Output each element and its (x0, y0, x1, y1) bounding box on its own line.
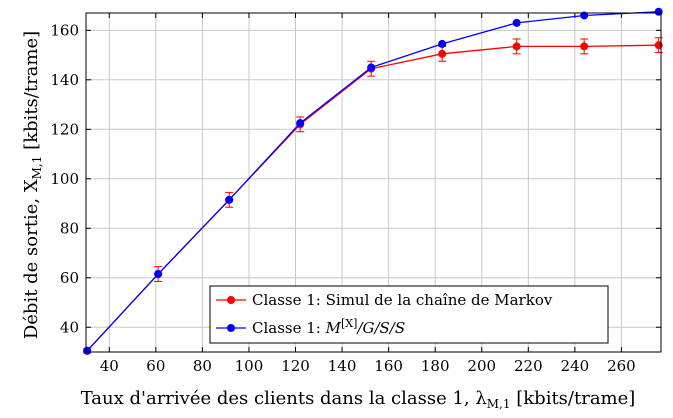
legend-label-model-M: M (325, 319, 342, 337)
y-tick-label: 100 (50, 170, 79, 188)
y-axis-title-main: Débit de sortie, X (21, 179, 42, 339)
data-point (438, 49, 447, 58)
x-tick-label: 120 (281, 357, 310, 375)
x-axis-title-main: Taux d'arrivée des clients dans la class… (81, 388, 487, 409)
x-tick-label: 220 (514, 357, 543, 375)
x-tick-label: 180 (421, 357, 450, 375)
legend-box (209, 285, 609, 344)
legend-label-model-sup: [X] (341, 317, 357, 330)
legend-label-model: Classe 1: M[X]/G/S/S (252, 317, 405, 337)
y-tick-label: 160 (50, 21, 79, 39)
tick-labels: 40 60 80 100 120 140 160 180 200 220 240 260 40 60 80 1… (50, 21, 635, 375)
data-point (296, 119, 305, 128)
x-tick-label: 140 (328, 357, 357, 375)
data-point (367, 63, 376, 72)
x-tick-label: 80 (193, 357, 212, 375)
y-tick-label: 60 (60, 269, 79, 287)
legend-label-model-prefix: Classe 1: (252, 319, 326, 337)
legend: Classe 1: Simul de la chaîne de Markov C… (209, 285, 609, 344)
data-point (225, 195, 234, 204)
legend-label-model-rest: /G/S/S (355, 319, 405, 337)
x-tick-label: 260 (607, 357, 636, 375)
data-point (580, 42, 589, 51)
x-tick-label: 200 (467, 357, 496, 375)
x-axis-title-sub: M,1 (487, 397, 511, 411)
x-tick-label: 160 (374, 357, 403, 375)
x-tick-label: 60 (146, 357, 165, 375)
legend-marker-simul (227, 296, 235, 304)
y-tick-label: 40 (60, 318, 79, 336)
data-point (83, 346, 92, 355)
y-axis-title: Débit de sortie, XM,1 [kbits/trame] (21, 31, 44, 339)
legend-label-simul: Classe 1: Simul de la chaîne de Markov (252, 291, 553, 309)
plot-frame (85, 12, 662, 353)
series-layer (83, 7, 663, 355)
legend-marker-model (227, 324, 235, 332)
tick-marks (86, 13, 661, 352)
y-tick-label: 140 (50, 71, 79, 89)
y-axis-title-unit: [kbits/trame] (21, 31, 42, 156)
data-point (438, 39, 447, 48)
x-axis-title-unit: [kbits/trame] (511, 388, 636, 409)
x-axis-title: Taux d'arrivée des clients dans la class… (81, 388, 636, 411)
series-1 (83, 7, 663, 355)
data-point (512, 18, 521, 27)
x-tick-label: 240 (561, 357, 590, 375)
data-point (154, 270, 163, 279)
x-tick-label: 100 (235, 357, 264, 375)
y-tick-label: 120 (50, 120, 79, 138)
y-tick-label: 80 (60, 219, 79, 237)
y-axis-title-sub: M,1 (30, 156, 44, 180)
x-tick-label: 40 (100, 357, 119, 375)
data-point (512, 42, 521, 51)
